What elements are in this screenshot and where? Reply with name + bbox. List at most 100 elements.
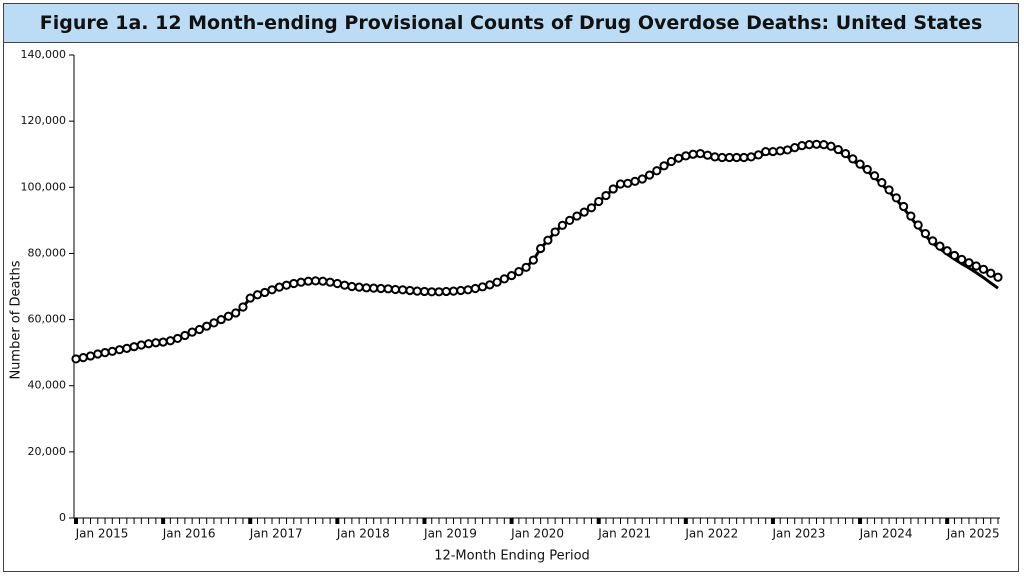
series-point [158,337,168,347]
series-point [492,277,502,287]
series-point [107,346,117,356]
series-point [129,342,139,352]
series-point [848,154,858,164]
series-point [296,277,306,287]
series-point [281,280,292,290]
x-tick-label: Jan 2018 [336,527,390,541]
series-point [477,282,488,292]
x-major-tick [161,518,166,524]
series-point [594,196,604,207]
x-tick-label: Jan 2015 [75,527,129,541]
series-point [804,140,814,150]
series-point [122,343,132,353]
series-point [238,302,248,312]
series-point [390,284,401,295]
series-point [332,278,342,289]
series-point [369,283,379,293]
series-point [637,174,647,184]
series-point [499,274,509,284]
series-point [913,220,923,230]
series-point [891,193,901,203]
series-point [463,285,473,295]
series-point [71,354,81,364]
series-point [601,190,611,201]
series-point [136,340,146,350]
series-point [833,144,843,155]
series-point [673,153,684,163]
y-tick-label: 100,000 [21,180,67,193]
x-tick-label: Jan 2024 [859,527,913,541]
series-point [739,152,749,163]
series-point [572,211,582,221]
y-axis-label: Number of Deaths [9,260,24,379]
series-point [557,220,568,230]
x-tick-label: Jan 2021 [597,527,651,541]
series-point [143,339,154,349]
series-point [695,148,705,159]
series-point [85,351,96,361]
series-point [775,146,785,156]
x-major-tick [945,518,950,524]
x-tick-label: Jan 2022 [684,527,738,541]
series-point [862,164,872,175]
y-tick-label: 140,000 [21,48,67,61]
series-point [216,314,226,325]
series-point [790,143,800,153]
series-point [826,141,836,151]
y-tick-label: 80,000 [28,246,67,259]
series-point [717,152,727,163]
x-tick-label: Jan 2025 [946,527,1000,541]
series-point [957,254,967,264]
series-point [485,280,495,290]
y-tick-label: 40,000 [28,379,67,392]
series-point [964,258,974,268]
series-point [565,215,575,225]
series-point [855,159,865,169]
series-point [710,152,720,162]
series-point [223,311,234,321]
series-point [376,283,386,294]
y-tick-label: 0 [59,511,66,524]
series-point [456,285,466,296]
series-point [202,321,212,331]
x-major-tick [596,518,601,524]
series-point [419,286,430,297]
series-point [521,262,531,272]
series-point [434,287,444,297]
series-point [405,285,415,296]
series-point [347,281,357,292]
series-point [340,280,350,290]
series-point [151,338,161,348]
x-major-tick [509,518,514,524]
series-point [536,243,546,254]
series-point [971,261,981,271]
series-point [209,318,219,328]
x-major-tick [858,518,863,524]
series-point [920,228,931,239]
series-point [354,282,364,292]
series-point [579,207,589,217]
series-point [361,283,371,293]
series-point [935,241,945,251]
series-point [869,171,880,181]
series-point [114,345,125,355]
series-point [986,268,996,278]
series-point [623,178,633,188]
x-tick-label: Jan 2016 [162,527,216,541]
series-point [978,264,989,274]
series-point [318,276,328,286]
series-point [877,178,887,188]
series-point [949,250,960,261]
series-point [470,283,480,294]
series-point [180,330,190,341]
series-point [899,201,909,212]
series-point [724,152,734,163]
series-point [93,349,103,359]
series-point [543,235,553,245]
series-point [194,324,205,335]
series-point [906,211,916,221]
x-tick-label: Jan 2023 [772,527,826,541]
series-point [310,276,321,286]
